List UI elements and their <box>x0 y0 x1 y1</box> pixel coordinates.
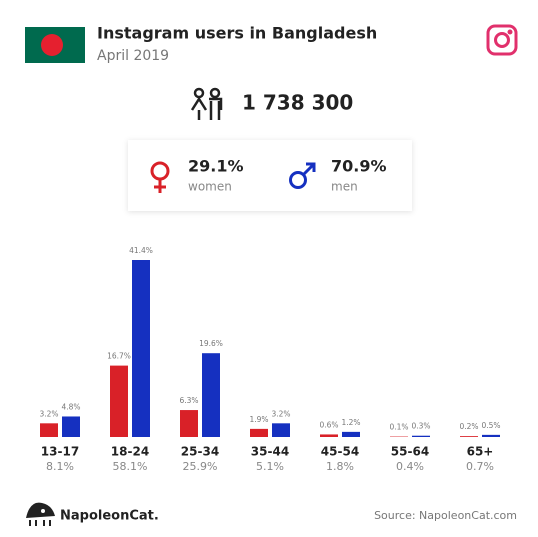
female-icon <box>150 161 170 193</box>
men-share: 70.9% <box>331 157 387 176</box>
category-total: 0.7% <box>466 460 494 473</box>
value-label: 1.2% <box>341 418 360 427</box>
women-label: women <box>188 180 232 194</box>
brand-logo <box>26 502 55 526</box>
category-total: 8.1% <box>46 460 74 473</box>
flag <box>25 27 85 63</box>
value-label: 0.5% <box>481 421 500 430</box>
category-total: 25.9% <box>183 460 218 473</box>
category-label: 65+ <box>467 445 494 459</box>
bar <box>460 436 478 437</box>
category-total: 5.1% <box>256 460 284 473</box>
bar <box>482 434 500 437</box>
men-label: men <box>331 180 358 194</box>
value-label: 0.1% <box>389 423 408 432</box>
bar <box>202 353 220 437</box>
male-icon <box>289 162 316 189</box>
bar <box>412 435 430 437</box>
source: Source: NapoleonCat.com <box>374 509 517 522</box>
category-total: 0.4% <box>396 460 424 473</box>
bar <box>320 434 338 437</box>
category-label: 25-34 <box>181 445 219 459</box>
total-users: 1 738 300 <box>242 91 353 115</box>
bar <box>180 410 198 437</box>
value-label: 19.6% <box>199 339 223 348</box>
value-label: 1.9% <box>249 415 268 424</box>
value-label: 3.2% <box>39 409 58 418</box>
bar <box>110 365 128 437</box>
chart: 3.2%4.8%13-178.1%16.7%41.4%18-2458.1%6.3… <box>39 246 500 473</box>
category-label: 35-44 <box>251 445 289 459</box>
value-label: 0.2% <box>459 422 478 431</box>
people-icon <box>190 87 223 120</box>
gender-card <box>128 140 412 211</box>
bar <box>132 260 150 437</box>
title: Instagram users in Bangladesh <box>97 24 377 43</box>
value-label: 16.7% <box>107 352 131 361</box>
category-total: 1.8% <box>326 460 354 473</box>
bar <box>40 423 58 437</box>
category-label: 18-24 <box>111 445 149 459</box>
value-label: 3.2% <box>271 409 290 418</box>
category-total: 58.1% <box>113 460 148 473</box>
category-label: 55-64 <box>391 445 429 459</box>
bar <box>342 431 360 437</box>
bar <box>272 423 290 437</box>
category-label: 45-54 <box>321 445 359 459</box>
value-label: 0.3% <box>411 422 430 431</box>
value-label: 0.6% <box>319 420 338 429</box>
value-label: 41.4% <box>129 246 153 255</box>
value-label: 6.3% <box>179 396 198 405</box>
women-share: 29.1% <box>188 157 244 176</box>
bar <box>62 416 80 437</box>
subtitle: April 2019 <box>97 48 169 64</box>
bar <box>250 428 268 437</box>
instagram-icon <box>486 24 518 56</box>
category-label: 13-17 <box>41 445 79 459</box>
value-label: 4.8% <box>61 402 80 411</box>
brand-name: NapoleonCat. <box>60 509 159 524</box>
